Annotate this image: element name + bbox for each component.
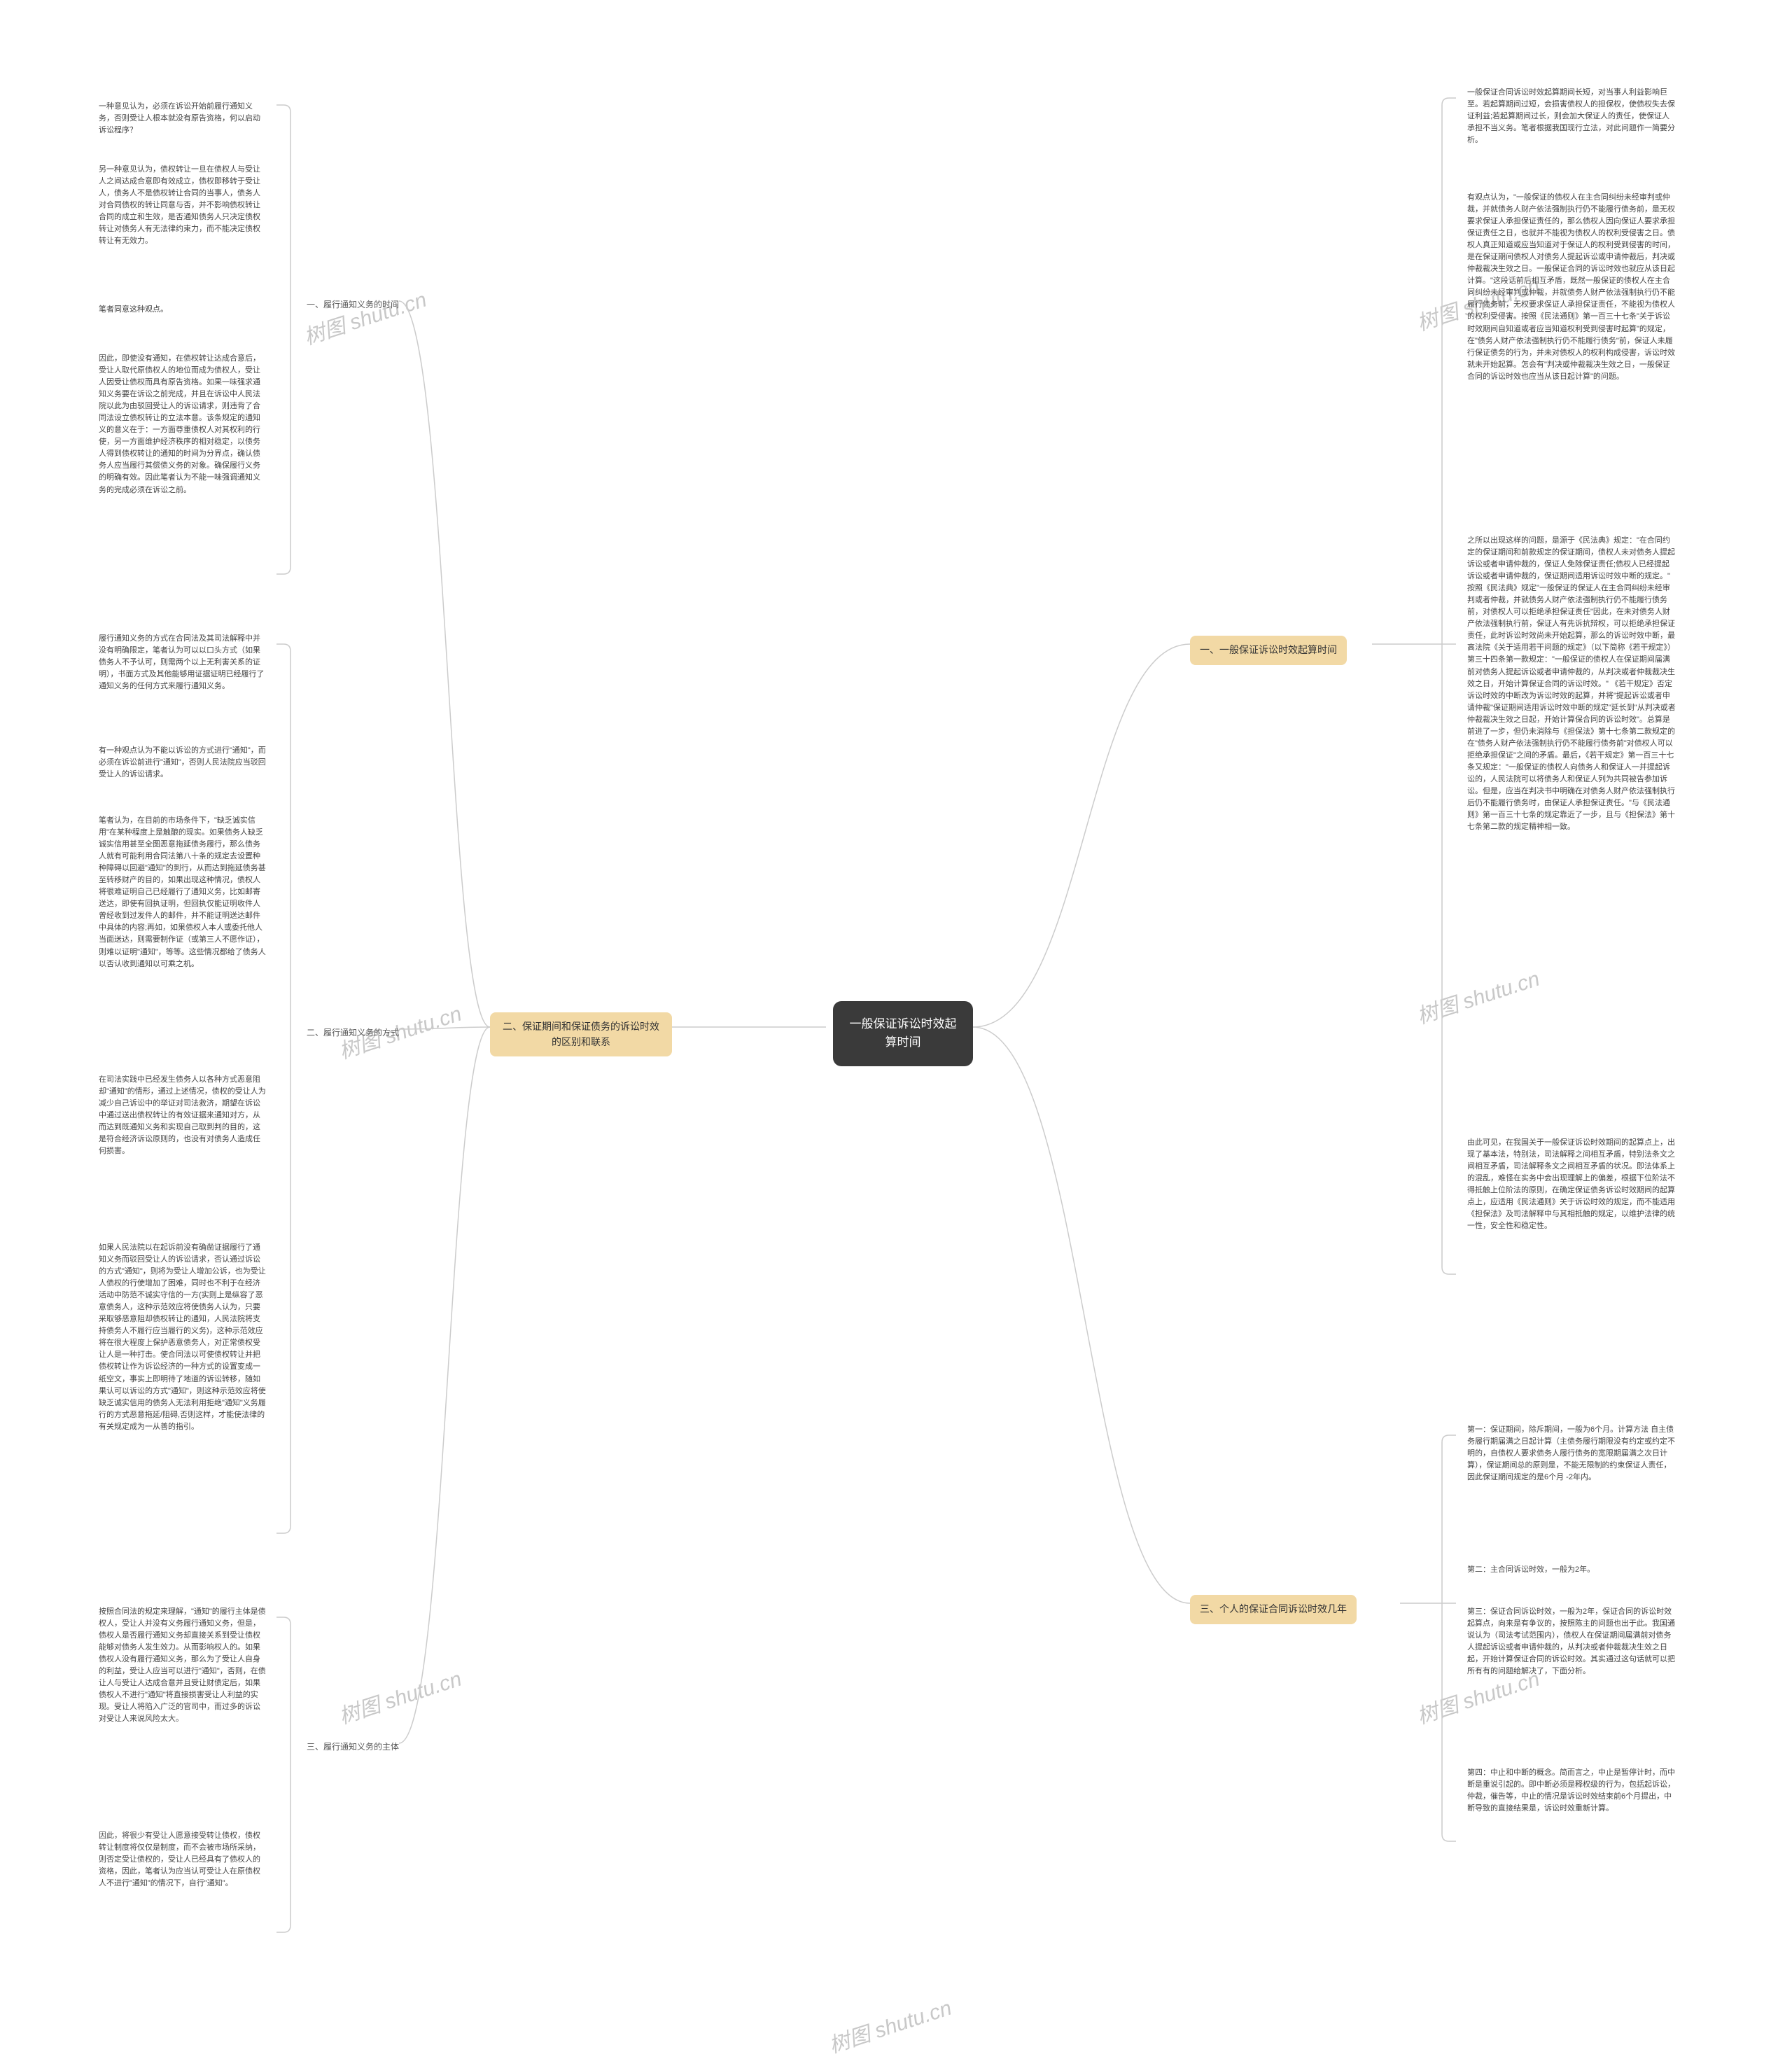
leaf-l1-1: 另一种意见认为，债权转让一旦在债权人与受让人之间达成合意即有效成立，债权即移转于… — [94, 161, 270, 250]
leaf-l2-0: 履行通知义务的方式在合同法及其司法解释中并没有明确限定，笔者认为可以以口头方式（… — [94, 630, 270, 695]
leaf-l2-4: 如果人民法院以在起诉前没有确凿证据履行了通知义务而驳回受让人的诉讼请求，否认通过… — [94, 1239, 270, 1436]
leaf-r3-0: 第一：保证期间，除斥期间，一般为6个月。计算方法 自主债务履行期届满之日起计算（… — [1463, 1421, 1680, 1486]
leaf-l2-1: 有一种观点认为不能以诉讼的方式进行"通知"，而必须在诉讼前进行"通知"，否则人民… — [94, 742, 270, 783]
leaf-l1-3: 因此，即使没有通知，在债权转让达成合意后，受让人取代原债权人的地位而成为债权人，… — [94, 350, 270, 499]
sub-left-1: 一、履行通知义务的时间 — [301, 294, 420, 316]
watermark: 树图 shutu.cn — [825, 1990, 955, 2059]
leaf-r3-1: 第二：主合同诉讼时效，一般为2年。 — [1463, 1561, 1680, 1579]
branch-right-3: 三、个人的保证合同诉讼时效几年 — [1190, 1595, 1357, 1624]
leaf-r1-3: 由此可见，在我国关于一般保证诉讼时效期间的起算点上，出现了基本法，特别法，司法解… — [1463, 1134, 1680, 1235]
watermark: 树图 shutu.cn — [335, 1661, 465, 1730]
leaf-r1-2: 之所以出现这样的问题，是源于《民法典》规定："在合同约定的保证期间和前款规定的保… — [1463, 532, 1680, 836]
leaf-r1-0: 一般保证合同诉讼时效起算期间长短，对当事人利益影响巨至。若起算期间过短，会损害债… — [1463, 84, 1680, 149]
branch-right-1: 一、一般保证诉讼时效起算时间 — [1190, 636, 1347, 665]
leaf-r1-1: 有观点认为，"一般保证的债权人在主合同纠纷未经审判或仲裁，并就债务人财产依法强制… — [1463, 189, 1680, 386]
center-topic: 一般保证诉讼时效起算时间 — [833, 1001, 973, 1066]
sub-left-2: 二、履行通知义务的方式 — [301, 1022, 420, 1044]
watermark: 树图 shutu.cn — [1413, 961, 1543, 1030]
branch-left-2: 二、保证期间和保证债务的诉讼时效的区别和联系 — [490, 1012, 672, 1056]
leaf-l2-3: 在司法实践中已经发生债务人以各种方式恶意阻却"通知"的情形，通过上述情况，债权的… — [94, 1071, 270, 1160]
leaf-r3-2: 第三：保证合同诉讼时效，一般为2年，保证合同的诉讼时效起算点，向来是有争议的，按… — [1463, 1603, 1680, 1680]
leaf-l1-2: 笔者同意这种观点。 — [94, 301, 270, 319]
leaf-r3-3: 第四：中止和中断的概念。简而言之，中止是暂停计时，而中断是重说引起的。即中断必须… — [1463, 1764, 1680, 1817]
leaf-l3-1: 因此，将很少有受让人愿意接受转让债权，债权转让制度将仅仅是制度，而不会被市场所采… — [94, 1827, 270, 1892]
leaf-l1-0: 一种意见认为，必须在诉讼开始前履行通知义务，否则受让人根本就没有原告资格，何以启… — [94, 98, 270, 139]
leaf-l2-2: 笔者认为，在目前的市场条件下，"缺乏诚实信用"在某种程度上是触酿的现实。如果债务… — [94, 812, 270, 973]
sub-left-3: 三、履行通知义务的主体 — [301, 1736, 420, 1758]
watermark: 树图 shutu.cn — [300, 282, 430, 351]
leaf-l3-0: 按照合同法的规定来理解，"通知"的履行主体是债权人，受让人并没有义务履行通知义务… — [94, 1603, 270, 1728]
